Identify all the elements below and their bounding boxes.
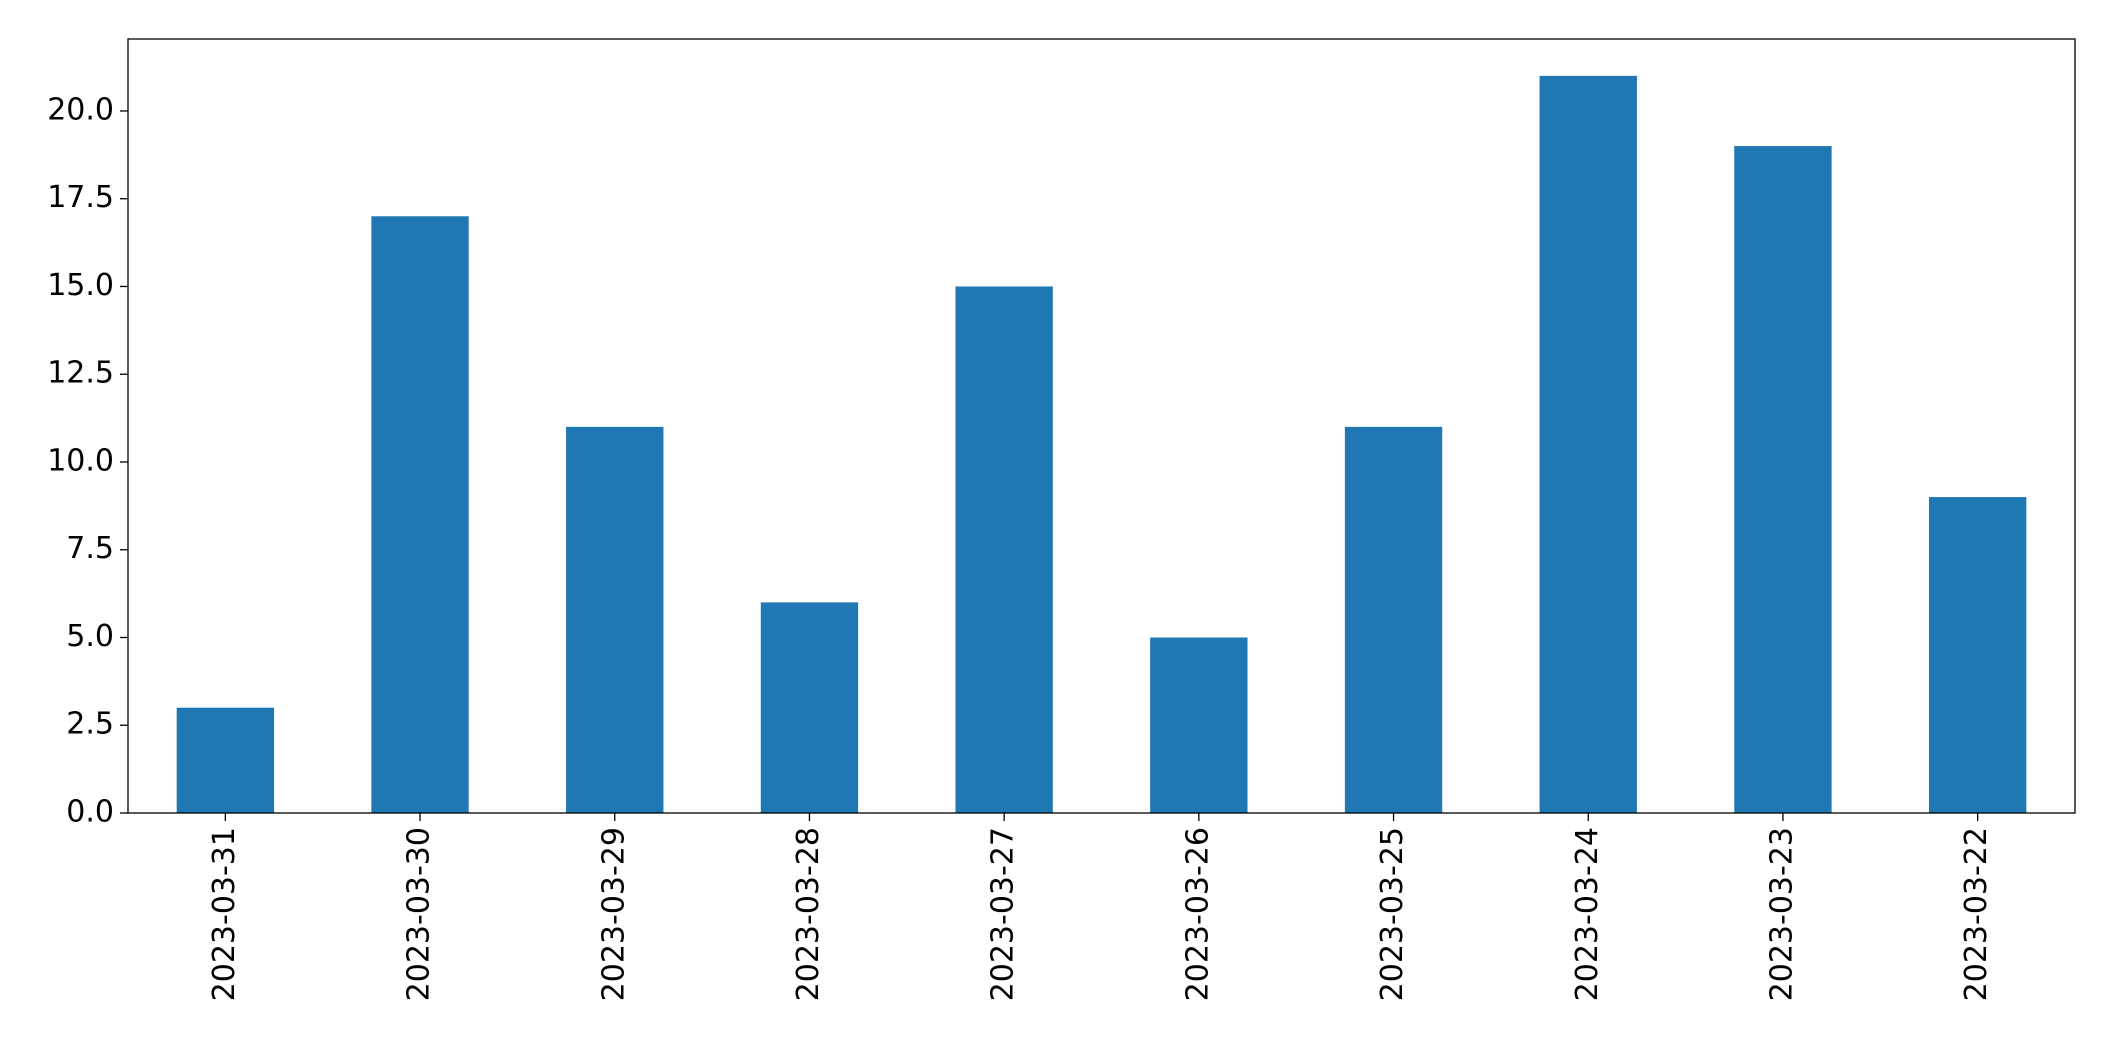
y-tick-label: 10.0 bbox=[47, 443, 114, 478]
x-tick-label: 2023-03-30 bbox=[402, 827, 437, 1001]
x-tick-label: 2023-03-24 bbox=[1570, 827, 1605, 1001]
bar bbox=[1734, 146, 1832, 813]
y-tick-label: 0.0 bbox=[66, 795, 114, 830]
bar bbox=[566, 426, 664, 813]
bar bbox=[1344, 426, 1443, 813]
bar bbox=[1150, 637, 1248, 813]
bar bbox=[371, 216, 469, 813]
y-tick-label: 7.5 bbox=[66, 531, 114, 566]
plot-frame bbox=[127, 38, 2076, 814]
x-tick-label: 2023-03-23 bbox=[1764, 827, 1799, 1001]
y-tick-label: 2.5 bbox=[66, 707, 114, 742]
y-tick-label: 20.0 bbox=[47, 92, 114, 127]
x-tick-label: 2023-03-31 bbox=[207, 827, 242, 1001]
x-tick-label: 2023-03-25 bbox=[1375, 827, 1410, 1001]
bar bbox=[1928, 497, 2027, 813]
x-tick-label: 2023-03-28 bbox=[791, 827, 826, 1001]
x-tick-label: 2023-03-22 bbox=[1959, 827, 1994, 1001]
bar bbox=[1539, 75, 1637, 814]
y-tick-label: 12.5 bbox=[47, 356, 114, 391]
x-tick-label: 2023-03-29 bbox=[596, 827, 631, 1001]
bar bbox=[955, 286, 1053, 814]
y-tick-label: 15.0 bbox=[47, 268, 114, 303]
x-tick-label: 2023-03-27 bbox=[986, 827, 1021, 1001]
x-tick-label: 2023-03-26 bbox=[1180, 827, 1215, 1001]
y-tick-label: 17.5 bbox=[47, 180, 114, 215]
y-tick-label: 5.0 bbox=[66, 619, 114, 654]
bar bbox=[760, 602, 859, 813]
bar bbox=[176, 707, 275, 813]
